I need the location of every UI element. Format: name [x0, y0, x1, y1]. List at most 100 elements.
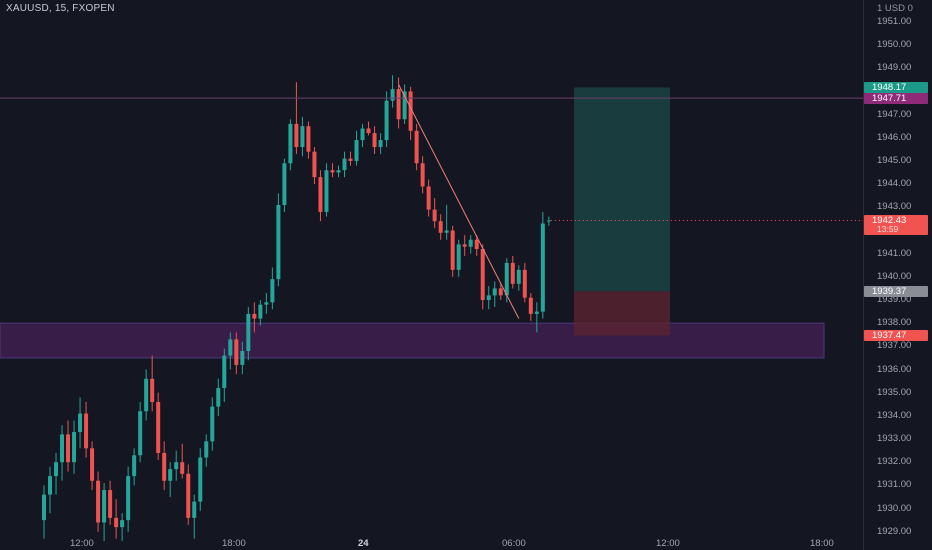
- candle: [222, 355, 227, 389]
- candle: [240, 350, 245, 365]
- candle: [252, 313, 257, 319]
- candle: [210, 406, 215, 442]
- candle: [336, 170, 341, 173]
- candle: [72, 432, 77, 463]
- candle: [54, 462, 59, 477]
- time-label: 18:00: [810, 538, 834, 549]
- price-tick: 1938.00: [877, 317, 912, 329]
- candle: [168, 469, 173, 481]
- price-tick: 1937.00: [877, 340, 912, 352]
- candle: [300, 126, 305, 148]
- candle: [90, 448, 95, 481]
- price-tick: 1929.00: [877, 525, 912, 537]
- candle: [192, 501, 197, 518]
- candle: [258, 304, 263, 319]
- take-profit-zone: [574, 87, 670, 292]
- support-zone: [0, 322, 825, 359]
- price-tick: 1947.00: [877, 108, 912, 120]
- candle: [330, 170, 335, 173]
- price-tick: 1932.00: [877, 456, 912, 468]
- candle: [198, 457, 203, 502]
- candle: [264, 302, 269, 305]
- trend-line: [398, 84, 520, 319]
- candle: [360, 128, 365, 141]
- candle: [516, 269, 521, 284]
- candle: [270, 279, 275, 303]
- candle: [138, 411, 143, 456]
- symbol-title[interactable]: XAUUSD, 15, FXOPEN: [6, 3, 115, 14]
- candle: [102, 490, 107, 523]
- candle: [504, 262, 509, 296]
- candle: [354, 140, 359, 161]
- candle: [390, 89, 395, 101]
- candle: [450, 230, 455, 270]
- candle: [120, 520, 125, 528]
- stop-loss-zone: [574, 291, 670, 336]
- candle: [144, 378, 149, 412]
- candle: [132, 455, 137, 477]
- candle: [126, 476, 131, 521]
- candle: [378, 140, 383, 148]
- candle: [150, 378, 155, 402]
- candle: [426, 186, 431, 210]
- candle: [486, 295, 491, 300]
- candle: [156, 401, 161, 453]
- candle: [42, 494, 46, 521]
- price-tick: 1935.00: [877, 386, 912, 398]
- take-profit-tag: 1948.17: [864, 81, 928, 93]
- price-tick: 1936.00: [877, 363, 912, 375]
- candle: [306, 126, 311, 152]
- candle: [318, 177, 323, 212]
- candle: [462, 244, 467, 247]
- candle: [444, 230, 449, 233]
- candle: [540, 223, 545, 312]
- candle: [174, 462, 179, 470]
- candle: [348, 158, 353, 161]
- countdown-label: 13:59: [877, 223, 899, 234]
- candle: [474, 239, 479, 250]
- price-tick: 1951.00: [877, 15, 912, 27]
- candle: [396, 89, 401, 120]
- time-label: 18:00: [222, 538, 246, 549]
- candle: [282, 163, 287, 205]
- candle: [372, 133, 377, 148]
- candle: [84, 413, 89, 449]
- candle: [114, 517, 119, 528]
- price-tick: 1945.00: [877, 154, 912, 166]
- candle: [204, 441, 209, 458]
- time-label: 12:00: [70, 538, 94, 549]
- price-tick: 1930.00: [877, 502, 912, 514]
- price-tick: 1949.00: [877, 62, 912, 74]
- candles-layer: [42, 75, 551, 541]
- candle: [186, 473, 191, 518]
- candle: [420, 163, 425, 187]
- horizontal-line-tag: 1947.71: [864, 92, 928, 104]
- currency-label: 1 USD 0: [877, 3, 913, 14]
- candle: [312, 151, 317, 178]
- candle: [468, 239, 473, 247]
- time-label: 24: [358, 538, 369, 549]
- candle: [480, 249, 485, 300]
- candle: [366, 128, 371, 134]
- stop-loss-tag: 1937.47: [864, 329, 928, 341]
- price-tick: 1934.00: [877, 409, 912, 421]
- candle: [180, 462, 185, 474]
- candle: [534, 311, 539, 314]
- candle: [432, 209, 437, 222]
- candle: [342, 158, 347, 171]
- time-label: 12:00: [656, 538, 680, 549]
- candle: [246, 313, 251, 351]
- candle: [78, 413, 83, 433]
- price-tick: 1943.00: [877, 201, 912, 213]
- candle: [438, 221, 443, 233]
- candle: [162, 452, 167, 481]
- zone-layer: [0, 87, 825, 359]
- candle: [228, 339, 233, 356]
- price-tick: 1933.00: [877, 433, 912, 445]
- candle: [384, 100, 389, 141]
- candle: [324, 170, 329, 212]
- candle: [408, 91, 413, 131]
- candle: [294, 123, 299, 148]
